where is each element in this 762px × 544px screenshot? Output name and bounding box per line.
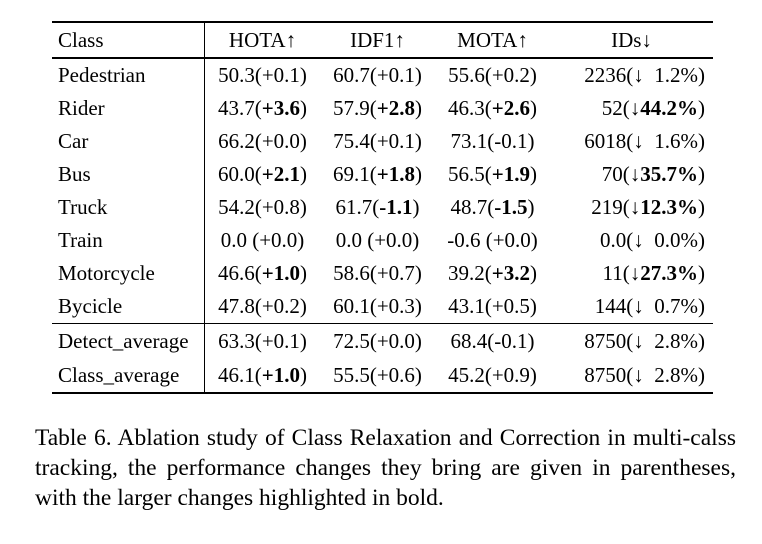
cell-class: Detect_average [52,324,205,358]
cell-class: Train [52,223,205,257]
cell-class: Bus [52,157,205,191]
cell-hota: 54.2(+0.8) [218,194,307,219]
col-header-hota: HOTA↑ [228,27,297,52]
cell-idf1: 57.9(+2.8) [333,95,422,120]
cell-mota: -0.6 (+0.0) [447,227,538,252]
cell-hota: 60.0(+2.1) [218,161,307,186]
cell-idf1: 75.4(+0.1) [333,128,422,153]
cell-mota: 39.2(+3.2) [448,260,537,285]
cell-ids: 52(↓ 44.2%) [601,95,705,120]
table-row-bycicle: Bycicle 47.8(+0.2) 60.1(+0.3) 43.1(+0.5)… [52,289,713,323]
cell-ids: 8750(↓ 2.8%) [584,328,705,353]
cell-hota: 63.3(+0.1) [218,328,307,353]
cell-class: Pedestrian [52,58,205,92]
cell-hota: 46.6(+1.0) [218,260,307,285]
cell-class: Rider [52,91,205,125]
col-header-class: Class [52,23,205,57]
cell-hota: 50.3(+0.1) [218,62,307,87]
cell-mota: 56.5(+1.9) [448,161,537,186]
cell-idf1: 0.0 (+0.0) [335,227,420,252]
table-row-class-average: Class_average 46.1(+1.0) 55.5(+0.6) 45.2… [52,358,713,392]
cell-ids: 219(↓ 12.3%) [591,194,705,219]
cell-ids: 8750(↓ 2.8%) [584,362,705,387]
cell-hota: 66.2(+0.0) [218,128,307,153]
cell-ids: 2236(↓ 1.2%) [584,62,705,87]
cell-hota: 47.8(+0.2) [218,293,307,318]
cell-mota: 46.3(+2.6) [448,95,537,120]
table-row-motorcycle: Motorcycle 46.6(+1.0) 58.6(+0.7) 39.2(+3… [52,256,713,290]
table-header-row: Class HOTA↑ IDF1↑ MOTA↑ IDs↓ [52,23,713,57]
cell-mota: 55.6(+0.2) [448,62,537,87]
cell-idf1: 60.7(+0.1) [333,62,422,87]
ablation-table: Class HOTA↑ IDF1↑ MOTA↑ IDs↓ Pedestrian … [52,21,713,394]
table-row-rider: Rider 43.7(+3.6) 57.9(+2.8) 46.3(+2.6) 5… [52,91,713,125]
cell-idf1: 60.1(+0.3) [333,293,422,318]
cell-ids: 144(↓ 0.7%) [594,293,705,318]
cell-idf1: 58.6(+0.7) [333,260,422,285]
table-row-train: Train 0.0 (+0.0) 0.0 (+0.0) -0.6 (+0.0) … [52,223,713,257]
table-row-bus: Bus 60.0(+2.1) 69.1(+1.8) 56.5(+1.9) 70(… [52,157,713,191]
cell-ids: 11(↓ 27.3%) [602,260,705,285]
cell-idf1: 69.1(+1.8) [333,161,422,186]
col-header-idf1: IDF1↑ [350,27,405,52]
cell-hota: 0.0 (+0.0) [220,227,305,252]
cell-class: Truck [52,190,205,224]
table-top-rule [52,21,713,23]
table-row-pedestrian: Pedestrian 50.3(+0.1) 60.7(+0.1) 55.6(+0… [52,58,713,92]
col-header-ids: IDs↓ [611,27,652,52]
table-row-detect-average: Detect_average 63.3(+0.1) 72.5(+0.0) 68.… [52,324,713,358]
cell-ids: 70(↓ 35.7%) [601,161,705,186]
cell-mota: 45.2(+0.9) [448,362,537,387]
table-bottom-rule [52,392,713,394]
cell-hota: 46.1(+1.0) [218,362,307,387]
cell-idf1: 55.5(+0.6) [333,362,422,387]
table-header-rule [52,57,713,59]
table-summary-rule [52,322,713,324]
cell-hota: 43.7(+3.6) [218,95,307,120]
cell-idf1: 72.5(+0.0) [333,328,422,353]
cell-class: Class_average [52,358,205,392]
cell-class: Motorcycle [52,256,205,290]
cell-idf1: 61.7(-1.1) [335,194,420,219]
cell-class: Car [52,124,205,158]
table-caption: Table 6. Ablation study of Class Relaxat… [35,425,736,511]
cell-mota: 68.4(-0.1) [450,328,535,353]
cell-mota: 43.1(+0.5) [448,293,537,318]
table-row-car: Car 66.2(+0.0) 75.4(+0.1) 73.1(-0.1) 601… [52,124,713,158]
cell-class: Bycicle [52,289,205,323]
cell-mota: 73.1(-0.1) [450,128,535,153]
cell-mota: 48.7(-1.5) [450,194,535,219]
col-header-mota: MOTA↑ [457,27,528,52]
table-row-truck: Truck 54.2(+0.8) 61.7(-1.1) 48.7(-1.5) 2… [52,190,713,224]
cell-ids: 0.0(↓ 0.0%) [600,227,705,252]
cell-ids: 6018(↓ 1.6%) [584,128,705,153]
